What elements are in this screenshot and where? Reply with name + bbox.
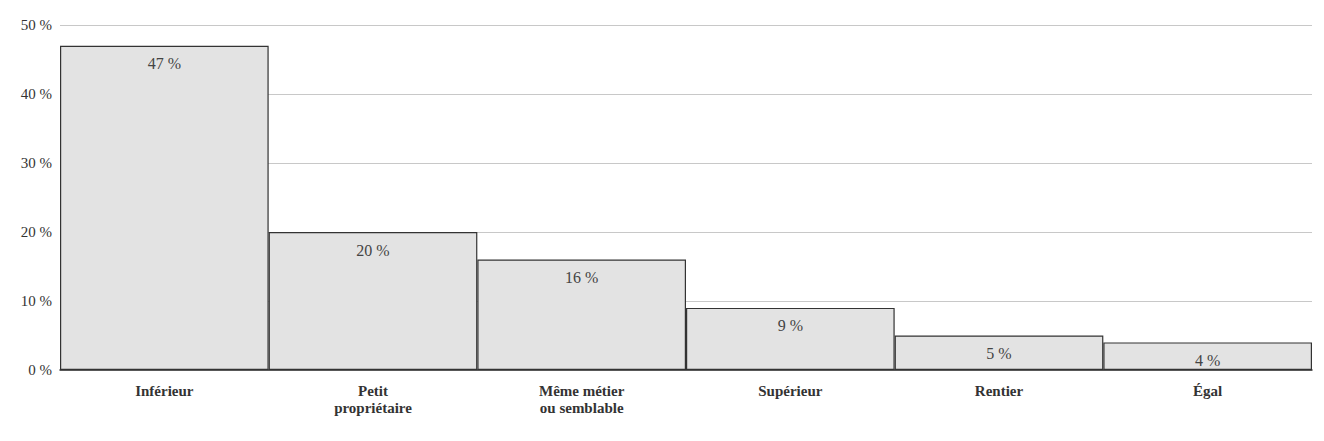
svg-text:47 %: 47 % xyxy=(148,55,181,72)
svg-text:ou semblable: ou semblable xyxy=(540,400,624,416)
svg-text:50 %: 50 % xyxy=(21,17,52,33)
svg-text:10 %: 10 % xyxy=(21,293,52,309)
svg-text:Rentier: Rentier xyxy=(975,383,1024,399)
svg-text:0 %: 0 % xyxy=(28,362,52,378)
svg-text:propriétaire: propriétaire xyxy=(334,400,412,416)
svg-text:Inférieur: Inférieur xyxy=(135,383,194,399)
svg-text:Petit: Petit xyxy=(358,383,388,399)
svg-text:Égal: Égal xyxy=(1193,383,1222,399)
svg-text:30 %: 30 % xyxy=(21,155,52,171)
svg-text:4 %: 4 % xyxy=(1195,352,1220,369)
svg-text:5 %: 5 % xyxy=(986,345,1011,362)
svg-text:20 %: 20 % xyxy=(21,224,52,240)
svg-text:20 %: 20 % xyxy=(356,242,389,259)
svg-text:16 %: 16 % xyxy=(565,269,598,286)
svg-text:Supérieur: Supérieur xyxy=(758,383,823,399)
svg-text:Même métier: Même métier xyxy=(539,383,625,399)
svg-text:9 %: 9 % xyxy=(778,317,803,334)
svg-text:40 %: 40 % xyxy=(21,86,52,102)
